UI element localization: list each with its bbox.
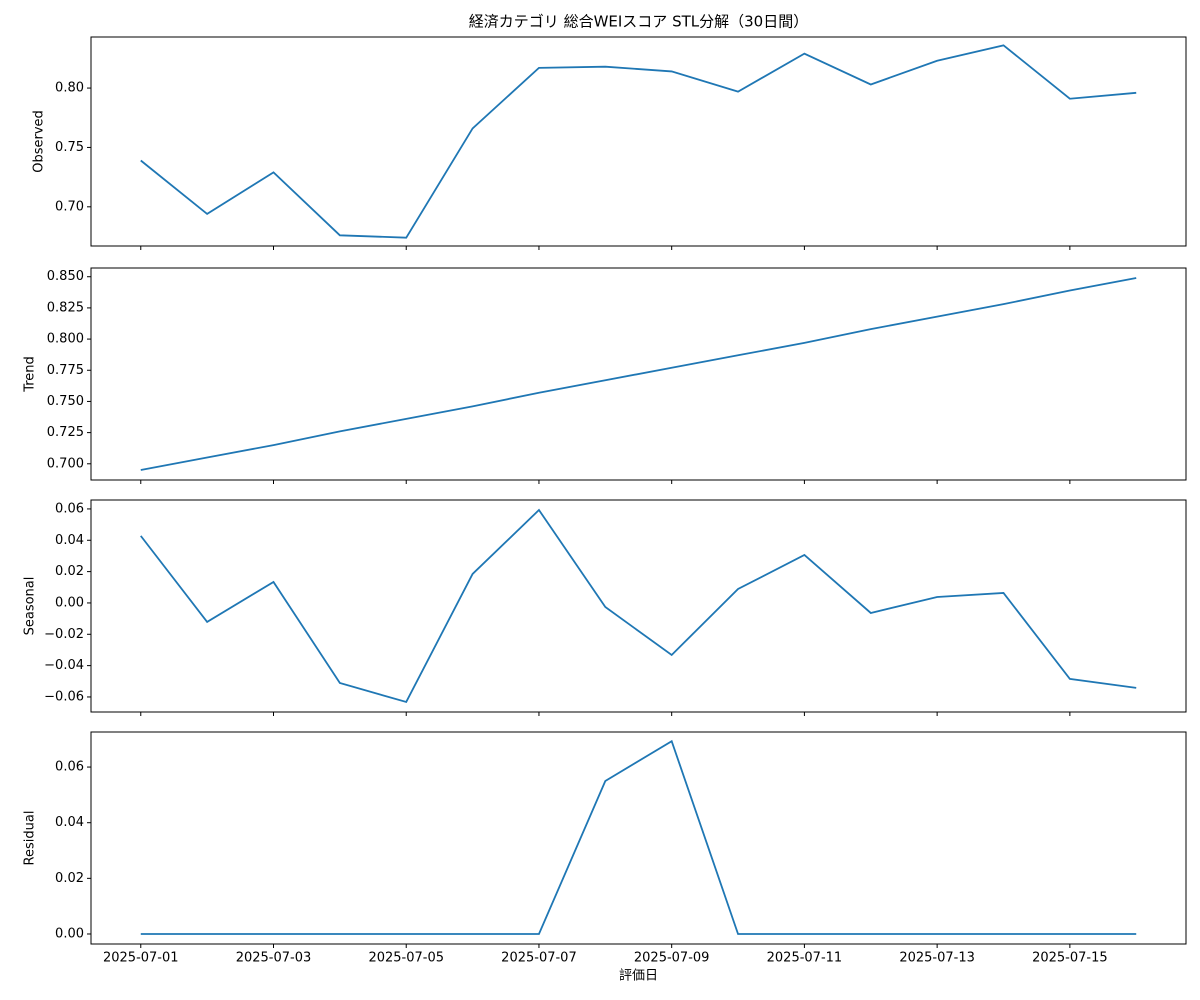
y-tick-label: 0.700	[47, 456, 84, 471]
y-tick-label: −0.06	[44, 689, 84, 704]
series-line	[140, 508, 1137, 704]
x-tick-label: 2025-07-01	[103, 951, 179, 966]
chart-title: 経済カテゴリ 総合WEIスコア STL分解（30日間）	[469, 13, 808, 31]
y-tick-label: 0.775	[47, 363, 84, 378]
x-tick-label: 2025-07-15	[1032, 951, 1108, 966]
y-tick-label: 0.800	[47, 332, 84, 347]
x-tick-label: 2025-07-11	[767, 951, 843, 966]
y-tick-label: −0.04	[44, 658, 84, 673]
y-tick-label: 0.02	[55, 564, 84, 579]
y-axis-label: Residual	[23, 811, 38, 866]
x-tick-label: 2025-07-03	[236, 951, 312, 966]
x-axis-label: 評価日	[619, 969, 658, 984]
y-tick-label: 0.725	[47, 425, 84, 440]
y-tick-label: 0.80	[55, 81, 84, 96]
y-tick-label: 0.850	[47, 269, 84, 284]
axes-frame	[90, 731, 1187, 945]
x-tick-label: 2025-07-13	[899, 951, 975, 966]
y-axis-label: Trend	[23, 356, 38, 393]
x-tick-label: 2025-07-09	[634, 951, 710, 966]
y-tick-label: 0.750	[47, 394, 84, 409]
y-tick-label: 0.04	[55, 815, 84, 830]
y-axis-label: Observed	[32, 110, 47, 173]
axes-frame	[90, 36, 1187, 247]
y-tick-label: 0.06	[55, 501, 84, 516]
y-tick-label: 0.00	[55, 595, 84, 610]
y-tick-label: 0.02	[55, 871, 84, 886]
y-tick-label: 0.70	[55, 199, 84, 214]
y-tick-label: 0.06	[55, 760, 84, 775]
y-tick-label: 0.00	[55, 926, 84, 941]
x-tick-label: 2025-07-07	[501, 951, 577, 966]
axes-frame	[90, 267, 1187, 481]
series-line	[140, 739, 1137, 935]
y-tick-label: 0.825	[47, 300, 84, 315]
y-tick-label: 0.75	[55, 140, 84, 155]
series-line	[140, 277, 1137, 471]
x-tick-label: 2025-07-05	[368, 951, 444, 966]
axes-frame	[90, 499, 1187, 713]
y-axis-label: Seasonal	[23, 577, 38, 636]
series-line	[140, 44, 1137, 239]
y-tick-label: 0.04	[55, 533, 84, 548]
y-tick-label: −0.02	[44, 627, 84, 642]
